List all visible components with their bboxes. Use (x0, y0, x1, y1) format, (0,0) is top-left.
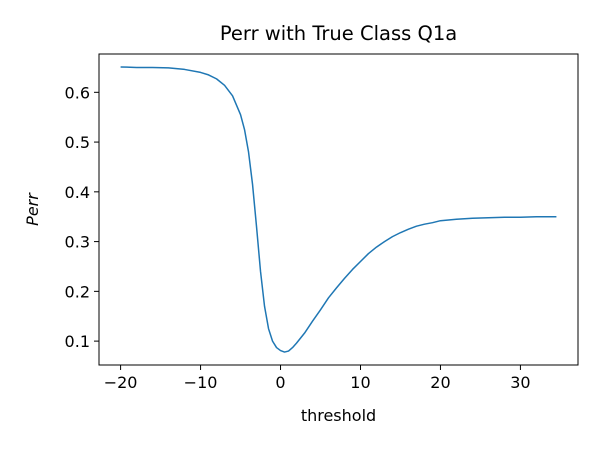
series-line-0 (120, 66, 557, 353)
plot-area (120, 66, 557, 353)
axes-frame (98, 53, 579, 366)
y-tick-label: 0.4 (65, 183, 90, 202)
y-tick-label: 0.1 (65, 332, 90, 351)
x-axis: −20 −10 0 10 20 30 (104, 365, 531, 392)
y-tick-label: 0.6 (65, 83, 90, 102)
y-axis: 0.1 0.2 0.3 0.4 0.5 0.6 (65, 83, 99, 351)
x-tick-label: −10 (184, 373, 218, 392)
chart-title: Perr with True Class Q1a (220, 22, 457, 45)
y-axis-label: Perr (23, 192, 42, 226)
x-tick-label: 30 (510, 373, 530, 392)
y-tick-label: 0.5 (65, 133, 90, 152)
x-tick-label: 10 (350, 373, 370, 392)
x-tick-label: 20 (430, 373, 450, 392)
y-tick-label: 0.2 (65, 282, 90, 301)
x-tick-label: −20 (104, 373, 138, 392)
y-tick-label: 0.3 (65, 233, 90, 252)
x-axis-label: threshold (301, 406, 376, 425)
x-tick-label: 0 (275, 373, 285, 392)
